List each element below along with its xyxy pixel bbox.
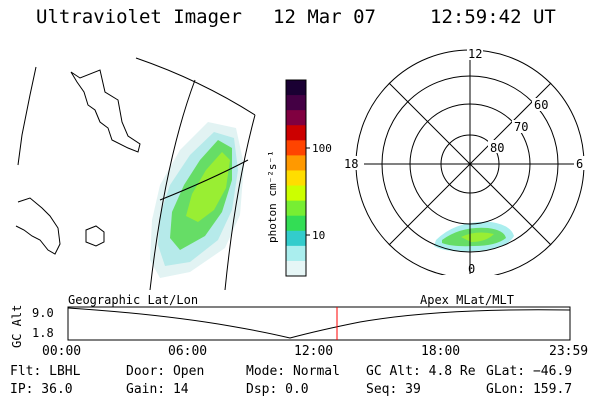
latlon-grid [135,57,256,290]
status-gain: Gain: 14 [126,382,189,397]
status-ip: IP: 36.0 [10,382,73,397]
altitude-curve [67,307,571,339]
coastlines [15,66,141,255]
status-gc-alt: GC Alt: 4.8 Re [366,364,476,379]
mlt-label-6: 6 [576,157,583,171]
date-label: 12 Mar 07 [273,6,376,28]
polar-grid [355,49,585,275]
polar-plot: 12 18 6 0 60 70 80 [342,46,586,275]
colorbar-swatch [286,170,306,187]
colorbar-swatch [286,125,306,141]
lat-label-80: 80 [490,141,504,155]
colorbar-swatch [286,245,306,262]
colorbar-tick-100: 100 [312,142,332,155]
status-seq: Seq: 39 [366,382,421,397]
status-mode: Mode: Normal [246,364,340,379]
colorbar-swatch [286,95,306,111]
x-tick-1800: 18:00 [421,344,461,359]
mlt-label-18: 18 [344,157,358,171]
mlt-label-0: 0 [468,262,475,275]
colorbar-swatch [286,215,306,232]
colorbar-swatch [286,260,306,277]
colorbar: 100 10 photon cm⁻²s⁻¹ [266,79,332,277]
geographic-map [15,57,256,290]
status-glat: GLat: −46.9 [486,364,573,379]
timeline-ylabel: GC Alt [10,305,24,348]
colorbar-swatch [286,230,306,247]
time-label: 12:59:42 UT [430,6,556,28]
colorbar-label: photon cm⁻²s⁻¹ [266,150,279,243]
x-tick-0600: 06:00 [168,344,208,359]
lat-label-60: 60 [534,98,548,112]
aurora-polar [434,221,514,252]
timeline-left-title: Geographic Lat/Lon [68,293,199,307]
lat-label-70: 70 [514,120,528,134]
status-glon: GLon: 159.7 [486,382,573,397]
timeline-right-title: Apex MLat/MLT [420,293,514,307]
y-tick-9: 9.0 [32,306,54,320]
colorbar-swatch [286,155,306,171]
colorbar-tick-10: 10 [312,229,325,242]
instrument-title: Ultraviolet Imager [36,6,242,28]
status-dsp: Dsp: 0.0 [246,382,309,397]
colorbar-swatch [286,185,306,202]
y-tick-1-8: 1.8 [32,326,54,340]
x-tick-2359: 23:59 [549,344,589,359]
aurora-geographic [150,122,244,278]
timeline-frame [67,306,571,341]
colorbar-swatch [286,80,306,96]
altitude-timeline: GC Alt 9.0 1.8 [10,305,571,348]
colorbar-swatch [286,200,306,217]
x-tick-0000: 00:00 [42,344,82,359]
x-tick-1200: 12:00 [294,344,334,359]
colorbar-swatch [286,140,306,156]
colorbar-swatch [286,110,306,126]
mlt-label-12: 12 [468,47,482,61]
status-door: Door: Open [126,364,205,379]
status-flt: Flt: LBHL [10,364,81,379]
